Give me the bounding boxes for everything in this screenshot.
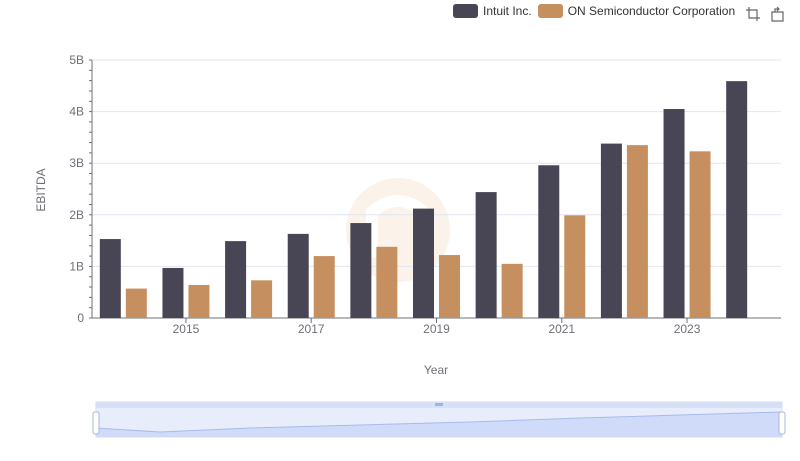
bar-on-semiconductor-2018 <box>376 246 398 318</box>
x-tick-label: 2023 <box>674 322 701 336</box>
y-axis: 0 1B 2B 3B 4B 5B <box>69 53 93 325</box>
legend-swatch <box>537 4 563 18</box>
zoom-icon[interactable] <box>745 6 761 22</box>
x-axis: 2015 2017 2019 2021 2023 <box>92 317 781 336</box>
y-tick-label: 1B <box>69 259 84 273</box>
bar-on-semiconductor-2017 <box>313 256 335 318</box>
restore-icon[interactable] <box>769 6 785 22</box>
zoom-preview-line <box>95 411 783 433</box>
bar-intuit-2015 <box>162 267 184 318</box>
bar-on-semiconductor-2019 <box>439 255 460 318</box>
legend-label: ON Semiconductor Corporation <box>567 4 736 18</box>
y-tick-label: 5B <box>69 53 84 67</box>
bar-intuit-2018 <box>350 223 372 318</box>
bar-intuit-2021 <box>538 165 560 318</box>
bar-on-semiconductor-2022 <box>626 145 648 318</box>
legend: Intuit Inc. ON Semiconductor Corporation <box>453 4 741 18</box>
bar-on-semiconductor-2014 <box>125 288 147 318</box>
bar-on-semiconductor-2015 <box>188 284 210 318</box>
zoom-handle-right[interactable] <box>778 411 786 435</box>
x-tick-label: 2019 <box>423 322 450 336</box>
zoom-handle-left[interactable] <box>92 411 100 435</box>
legend-item-on-semiconductor[interactable]: ON Semiconductor Corporation <box>537 4 736 18</box>
bar-intuit-2022 <box>600 143 622 318</box>
x-tick-label: 2017 <box>298 322 325 336</box>
legend-item-intuit[interactable]: Intuit Inc. <box>453 4 532 18</box>
x-axis-title: Year <box>424 363 448 377</box>
y-tick-label: 3B <box>69 156 84 170</box>
bar-intuit-2020 <box>475 192 497 318</box>
zoom-drag-handle[interactable] <box>435 403 443 406</box>
x-tick-label: 2021 <box>548 322 575 336</box>
bar-intuit-2023 <box>663 109 685 319</box>
bar-on-semiconductor-2020 <box>501 263 523 318</box>
bar-on-semiconductor-2023 <box>689 151 711 318</box>
x-tick-label: 2015 <box>173 322 200 336</box>
y-tick-label: 2B <box>69 208 84 222</box>
data-zoom-slider[interactable] <box>92 401 786 438</box>
y-axis-title: EBITDA <box>34 168 48 211</box>
legend-swatch <box>453 4 478 18</box>
bar-intuit-2016 <box>225 241 247 318</box>
bar-on-semiconductor-2016 <box>251 280 273 318</box>
y-tick-label: 4B <box>69 105 84 119</box>
bars <box>99 81 748 319</box>
bar-on-semiconductor-2021 <box>564 215 586 318</box>
bar-intuit-2014 <box>99 239 121 318</box>
zoom-preview-area <box>96 412 782 437</box>
y-tick-label: 0 <box>77 311 84 325</box>
legend-label: Intuit Inc. <box>483 4 532 18</box>
bar-intuit-2019 <box>413 208 434 318</box>
bar-intuit-2017 <box>287 233 309 318</box>
bar-intuit-2024 <box>726 81 748 318</box>
toolbox <box>745 6 785 22</box>
